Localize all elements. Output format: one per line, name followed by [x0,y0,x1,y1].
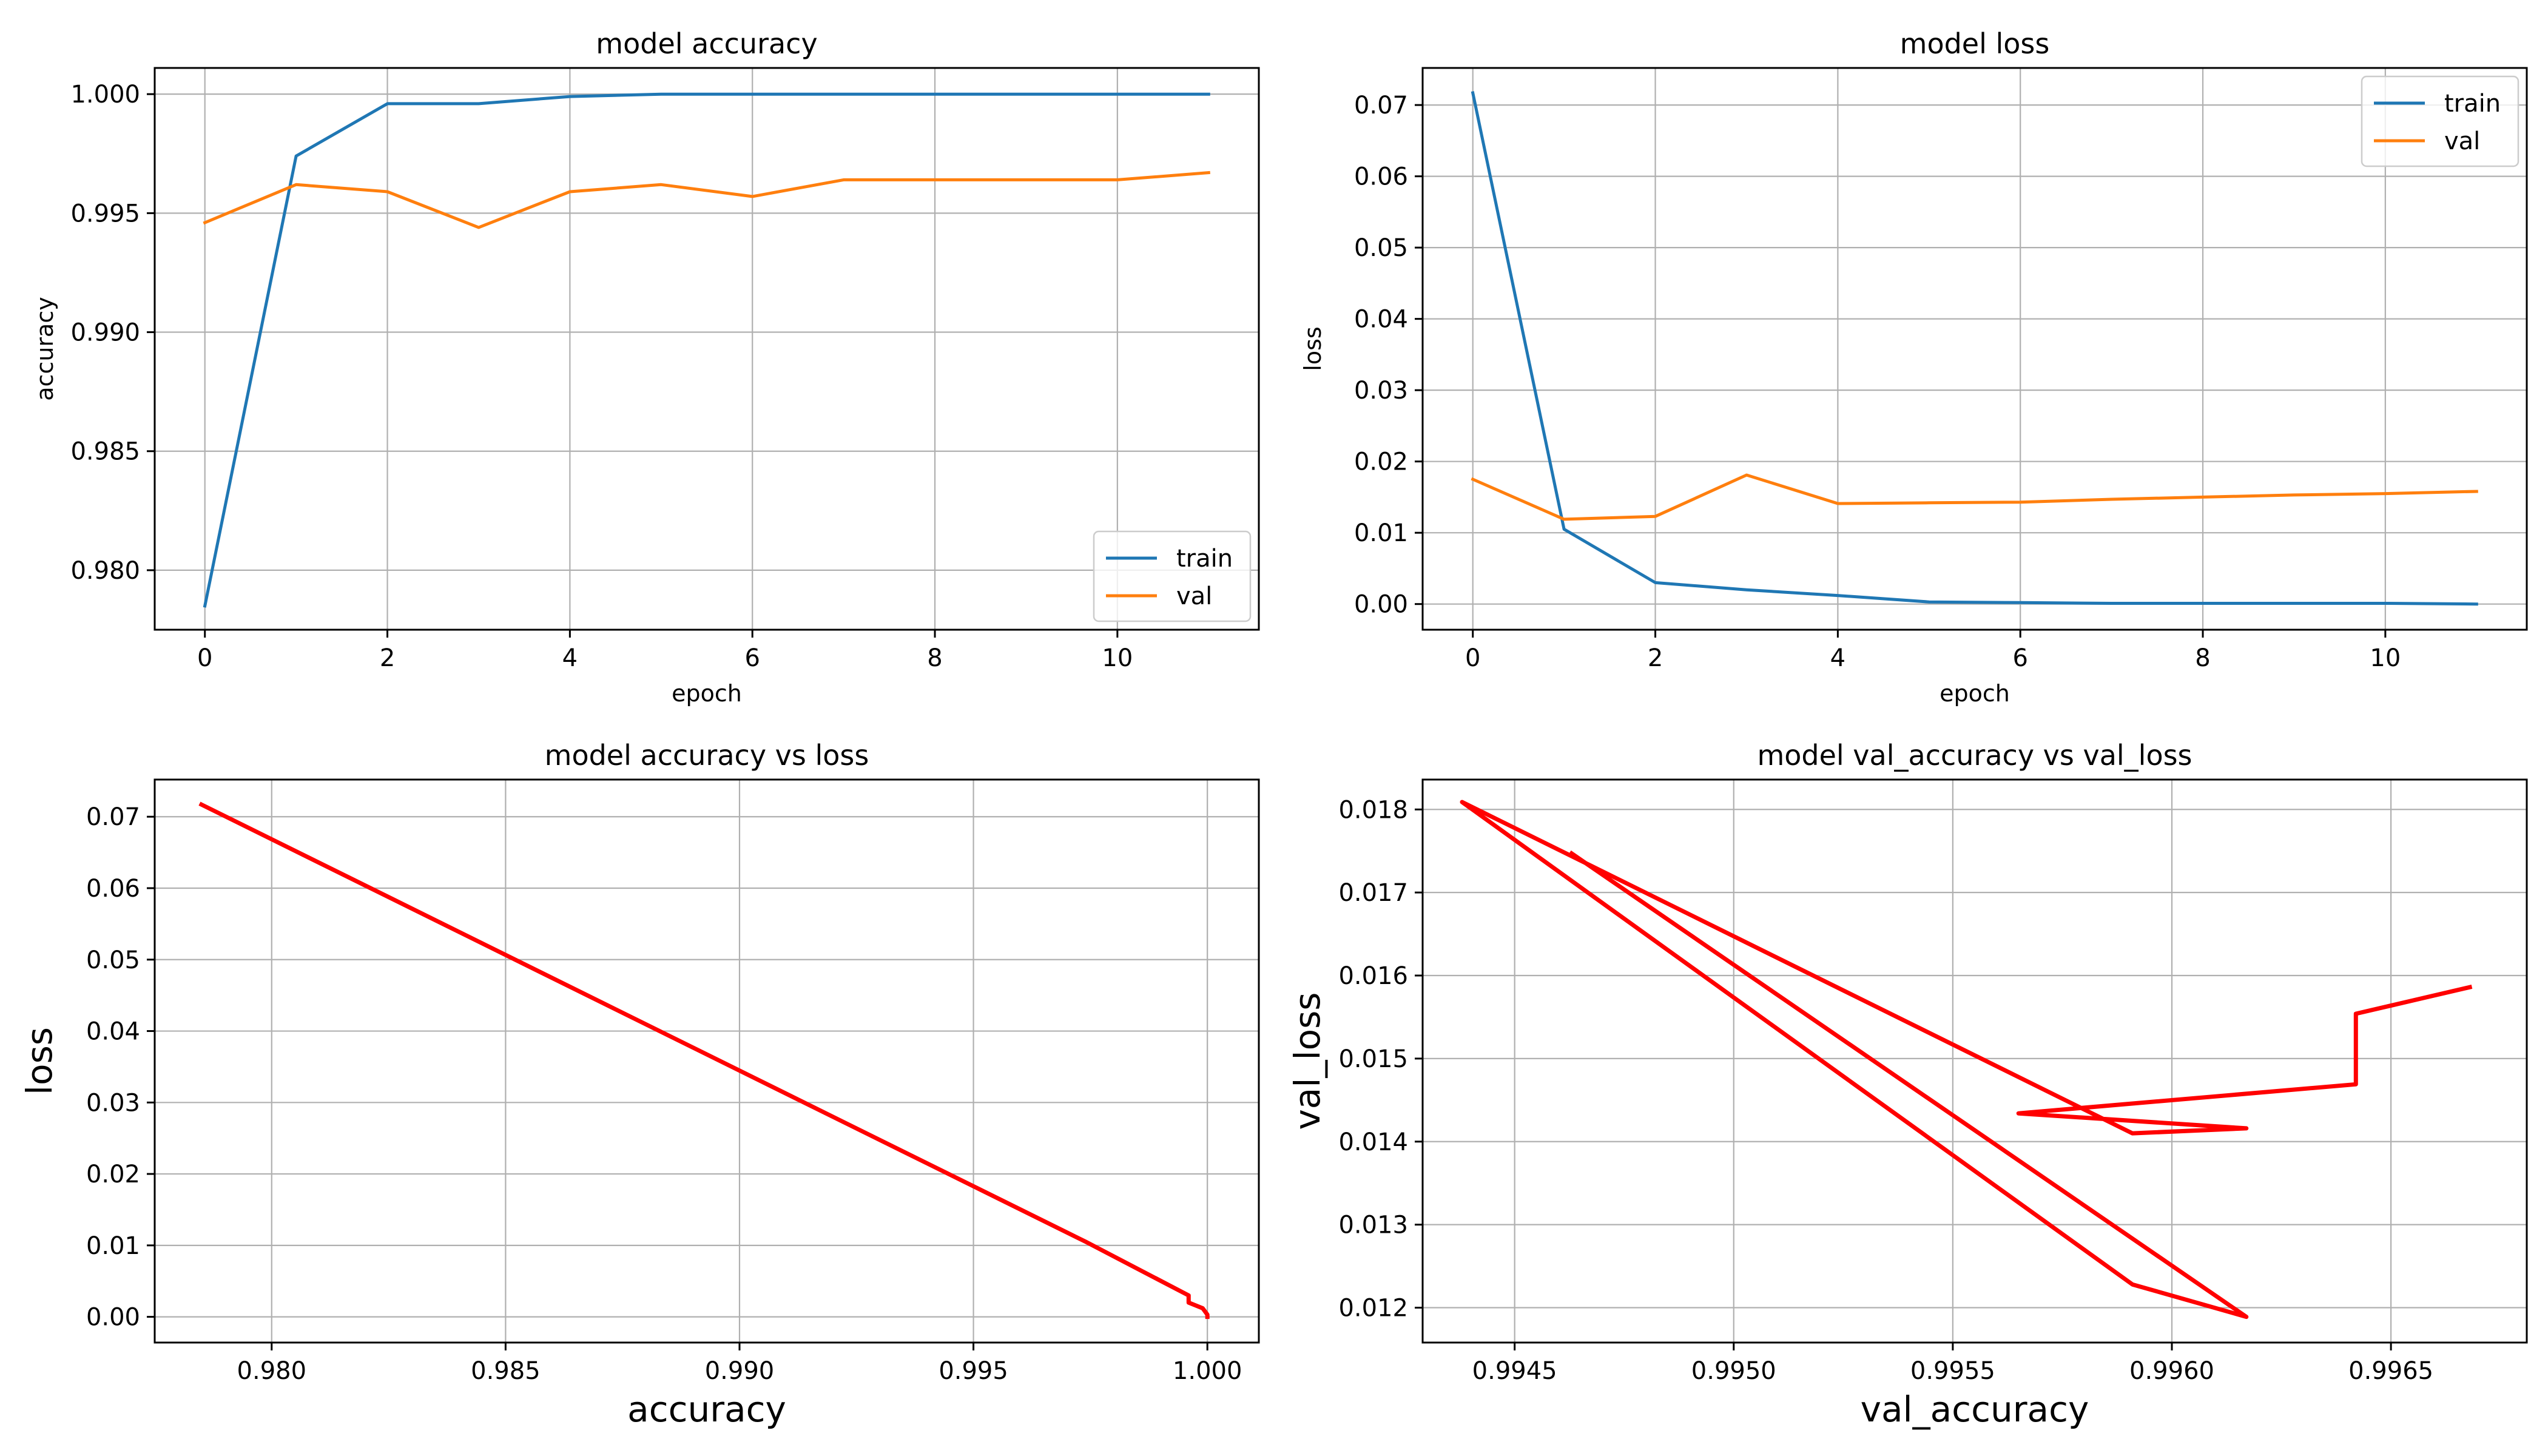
y-tick-label: 0.02 [86,1161,140,1188]
x-tick-label: 2 [380,644,395,672]
y-tick-label: 0.06 [86,875,140,903]
chart-title: model accuracy vs loss [545,739,869,772]
y-tick-label: 0.01 [1354,519,1408,547]
legend-label-val: val [2444,127,2480,155]
y-axis-label: val_loss [1287,992,1328,1130]
legend: train val [1093,530,1252,622]
y-tick-label: 0.990 [70,319,140,347]
x-tick-label: 0.985 [471,1357,541,1385]
x-tick-label: 4 [1830,644,1845,672]
x-tick-label: 0.995 [939,1357,1008,1385]
y-tick-label: 0.014 [1338,1128,1408,1156]
plot-frame [153,778,1260,1344]
y-tick-label: 0.017 [1338,879,1408,907]
y-tick-label: 0.013 [1338,1212,1408,1239]
y-tick-label: 0.05 [86,946,140,974]
x-tick-label: 8 [2195,644,2210,672]
legend-label-train: train [1176,545,1233,573]
y-tick-label: 0.00 [1354,591,1408,619]
legend-label-train: train [2444,90,2501,118]
x-tick-label: 10 [1102,644,1133,672]
y-tick-label: 0.03 [86,1089,140,1117]
plot-frame [153,67,1260,631]
x-tick-label: 8 [927,644,942,672]
series-line-series-1 [1460,800,2473,1320]
y-tick-label: 0.06 [1354,163,1408,191]
legend: train val [2361,75,2519,167]
y-tick-label: 0.04 [1354,306,1408,334]
series-line-train [203,92,1210,608]
y-axis-label: loss [19,1027,60,1095]
x-tick-label: 0.990 [705,1357,775,1385]
x-tick-label: 0.9965 [2348,1357,2433,1385]
y-tick-label: 0.05 [1354,234,1408,262]
chart-panel-4: 0.9945 0.9950 0.9955 0.9960 0.9965 0.012 0.013… [1287,739,2528,1430]
y-tick-label: 0.02 [1354,448,1408,476]
x-axis-label: epoch [672,680,742,707]
series-line-series-1 [198,801,1210,1320]
y-tick-label: 0.012 [1338,1295,1408,1323]
x-tick-label: 2 [1648,644,1663,672]
y-tick-label: 0.018 [1338,796,1408,824]
x-axis-label: val_accuracy [1861,1389,2089,1430]
x-tick-label: 4 [562,644,578,672]
series-line-val [1471,473,2478,521]
y-axis-label: accuracy [32,297,58,400]
legend-box [1093,530,1252,622]
chart-panel-1: 0 2 4 6 8 10 0.980 0.985 0.990 0.995 1.000 model ac… [32,27,1260,707]
y-tick-label: 0.995 [70,200,140,228]
y-tick-label: 0.03 [1354,377,1408,405]
y-tick-label: 1.000 [70,81,140,109]
y-tick-label: 0.015 [1338,1045,1408,1073]
x-tick-label: 0.9950 [1691,1357,1776,1385]
y-axis-label: loss [1299,326,1326,371]
x-tick-label: 0.9945 [1472,1357,1557,1385]
x-tick-label: 1.000 [1173,1357,1242,1385]
chart-panel-2: 0 2 4 6 8 10 0.00 0.01 0.02 0.03 0.04 0.05 0.06 0.07 m… [1299,27,2528,707]
series-line-train [1471,91,2478,606]
chart-title: model loss [1900,27,2050,60]
series-line-val [203,170,1210,229]
chart-panel-3: 0.980 0.985 0.990 0.995 1.000 0.00 0.01 0.02 0.0… [19,739,1260,1430]
y-tick-label: 0.07 [86,803,140,831]
y-tick-label: 0.985 [70,438,140,466]
x-tick-label: 0.9955 [1910,1357,1995,1385]
x-tick-label: 0.980 [237,1357,307,1385]
plot-frame [1421,67,2528,631]
x-tick-label: 10 [2370,644,2401,672]
x-tick-label: 0 [1465,644,1480,672]
legend-label-val: val [1176,582,1212,610]
plot-frame [1421,778,2528,1344]
x-tick-label: 6 [2012,644,2027,672]
y-tick-label: 0.980 [70,557,140,585]
x-tick-label: 6 [744,644,760,672]
y-tick-label: 0.016 [1338,962,1408,990]
x-tick-label: 0.9960 [2129,1357,2214,1385]
y-tick-label: 0.00 [86,1304,140,1332]
y-tick-label: 0.04 [86,1018,140,1046]
chart-title: model val_accuracy vs val_loss [1757,739,2192,772]
legend-box [2361,75,2519,167]
x-axis-label: epoch [1940,680,2010,707]
y-tick-label: 0.07 [1354,92,1408,120]
chart-title: model accuracy [596,27,817,60]
x-tick-label: 0 [197,644,212,672]
x-axis-label: accuracy [627,1389,786,1430]
y-tick-label: 0.01 [86,1232,140,1260]
